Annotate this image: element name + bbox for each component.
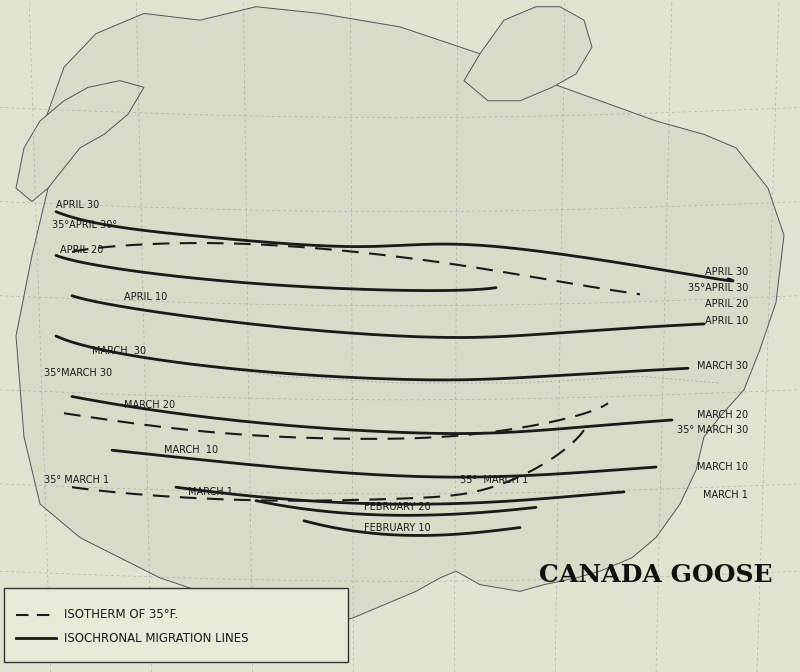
Text: 35°MARCH 30: 35°MARCH 30 (44, 368, 112, 378)
Text: APRIL 10: APRIL 10 (124, 292, 167, 302)
Text: FEBRUARY 20: FEBRUARY 20 (364, 503, 430, 512)
Polygon shape (16, 81, 144, 202)
Text: MARCH 1: MARCH 1 (188, 487, 233, 497)
Text: MARCH 10: MARCH 10 (697, 462, 748, 472)
Text: 35°  MARCH 1: 35° MARCH 1 (460, 476, 528, 485)
Text: 35°APRIL 30: 35°APRIL 30 (688, 283, 748, 292)
Text: 35° MARCH 1: 35° MARCH 1 (44, 476, 109, 485)
Text: APRIL 10: APRIL 10 (705, 317, 748, 326)
Polygon shape (16, 7, 784, 625)
Text: APRIL 30: APRIL 30 (705, 267, 748, 277)
Text: ISOCHRONAL MIGRATION LINES: ISOCHRONAL MIGRATION LINES (64, 632, 249, 645)
Text: APRIL 20: APRIL 20 (60, 245, 103, 255)
Text: FEBRUARY 10: FEBRUARY 10 (364, 523, 430, 532)
Text: MARCH 30: MARCH 30 (697, 362, 748, 371)
FancyBboxPatch shape (4, 588, 348, 662)
Text: MARCH 20: MARCH 20 (124, 400, 175, 409)
Text: 35°APRIL 30°: 35°APRIL 30° (52, 220, 117, 230)
Text: MARCH  30: MARCH 30 (92, 346, 146, 355)
Polygon shape (464, 7, 592, 101)
Text: APRIL 20: APRIL 20 (705, 299, 748, 308)
Text: MARCH 1: MARCH 1 (703, 490, 748, 499)
Text: ISOTHERM OF 35°F.: ISOTHERM OF 35°F. (64, 608, 178, 622)
Text: CANADA GOOSE: CANADA GOOSE (539, 562, 773, 587)
Text: 35° MARCH 30: 35° MARCH 30 (677, 425, 748, 435)
Text: APRIL 30: APRIL 30 (56, 200, 99, 210)
Text: MARCH 20: MARCH 20 (697, 411, 748, 420)
Text: MARCH  10: MARCH 10 (164, 446, 218, 455)
